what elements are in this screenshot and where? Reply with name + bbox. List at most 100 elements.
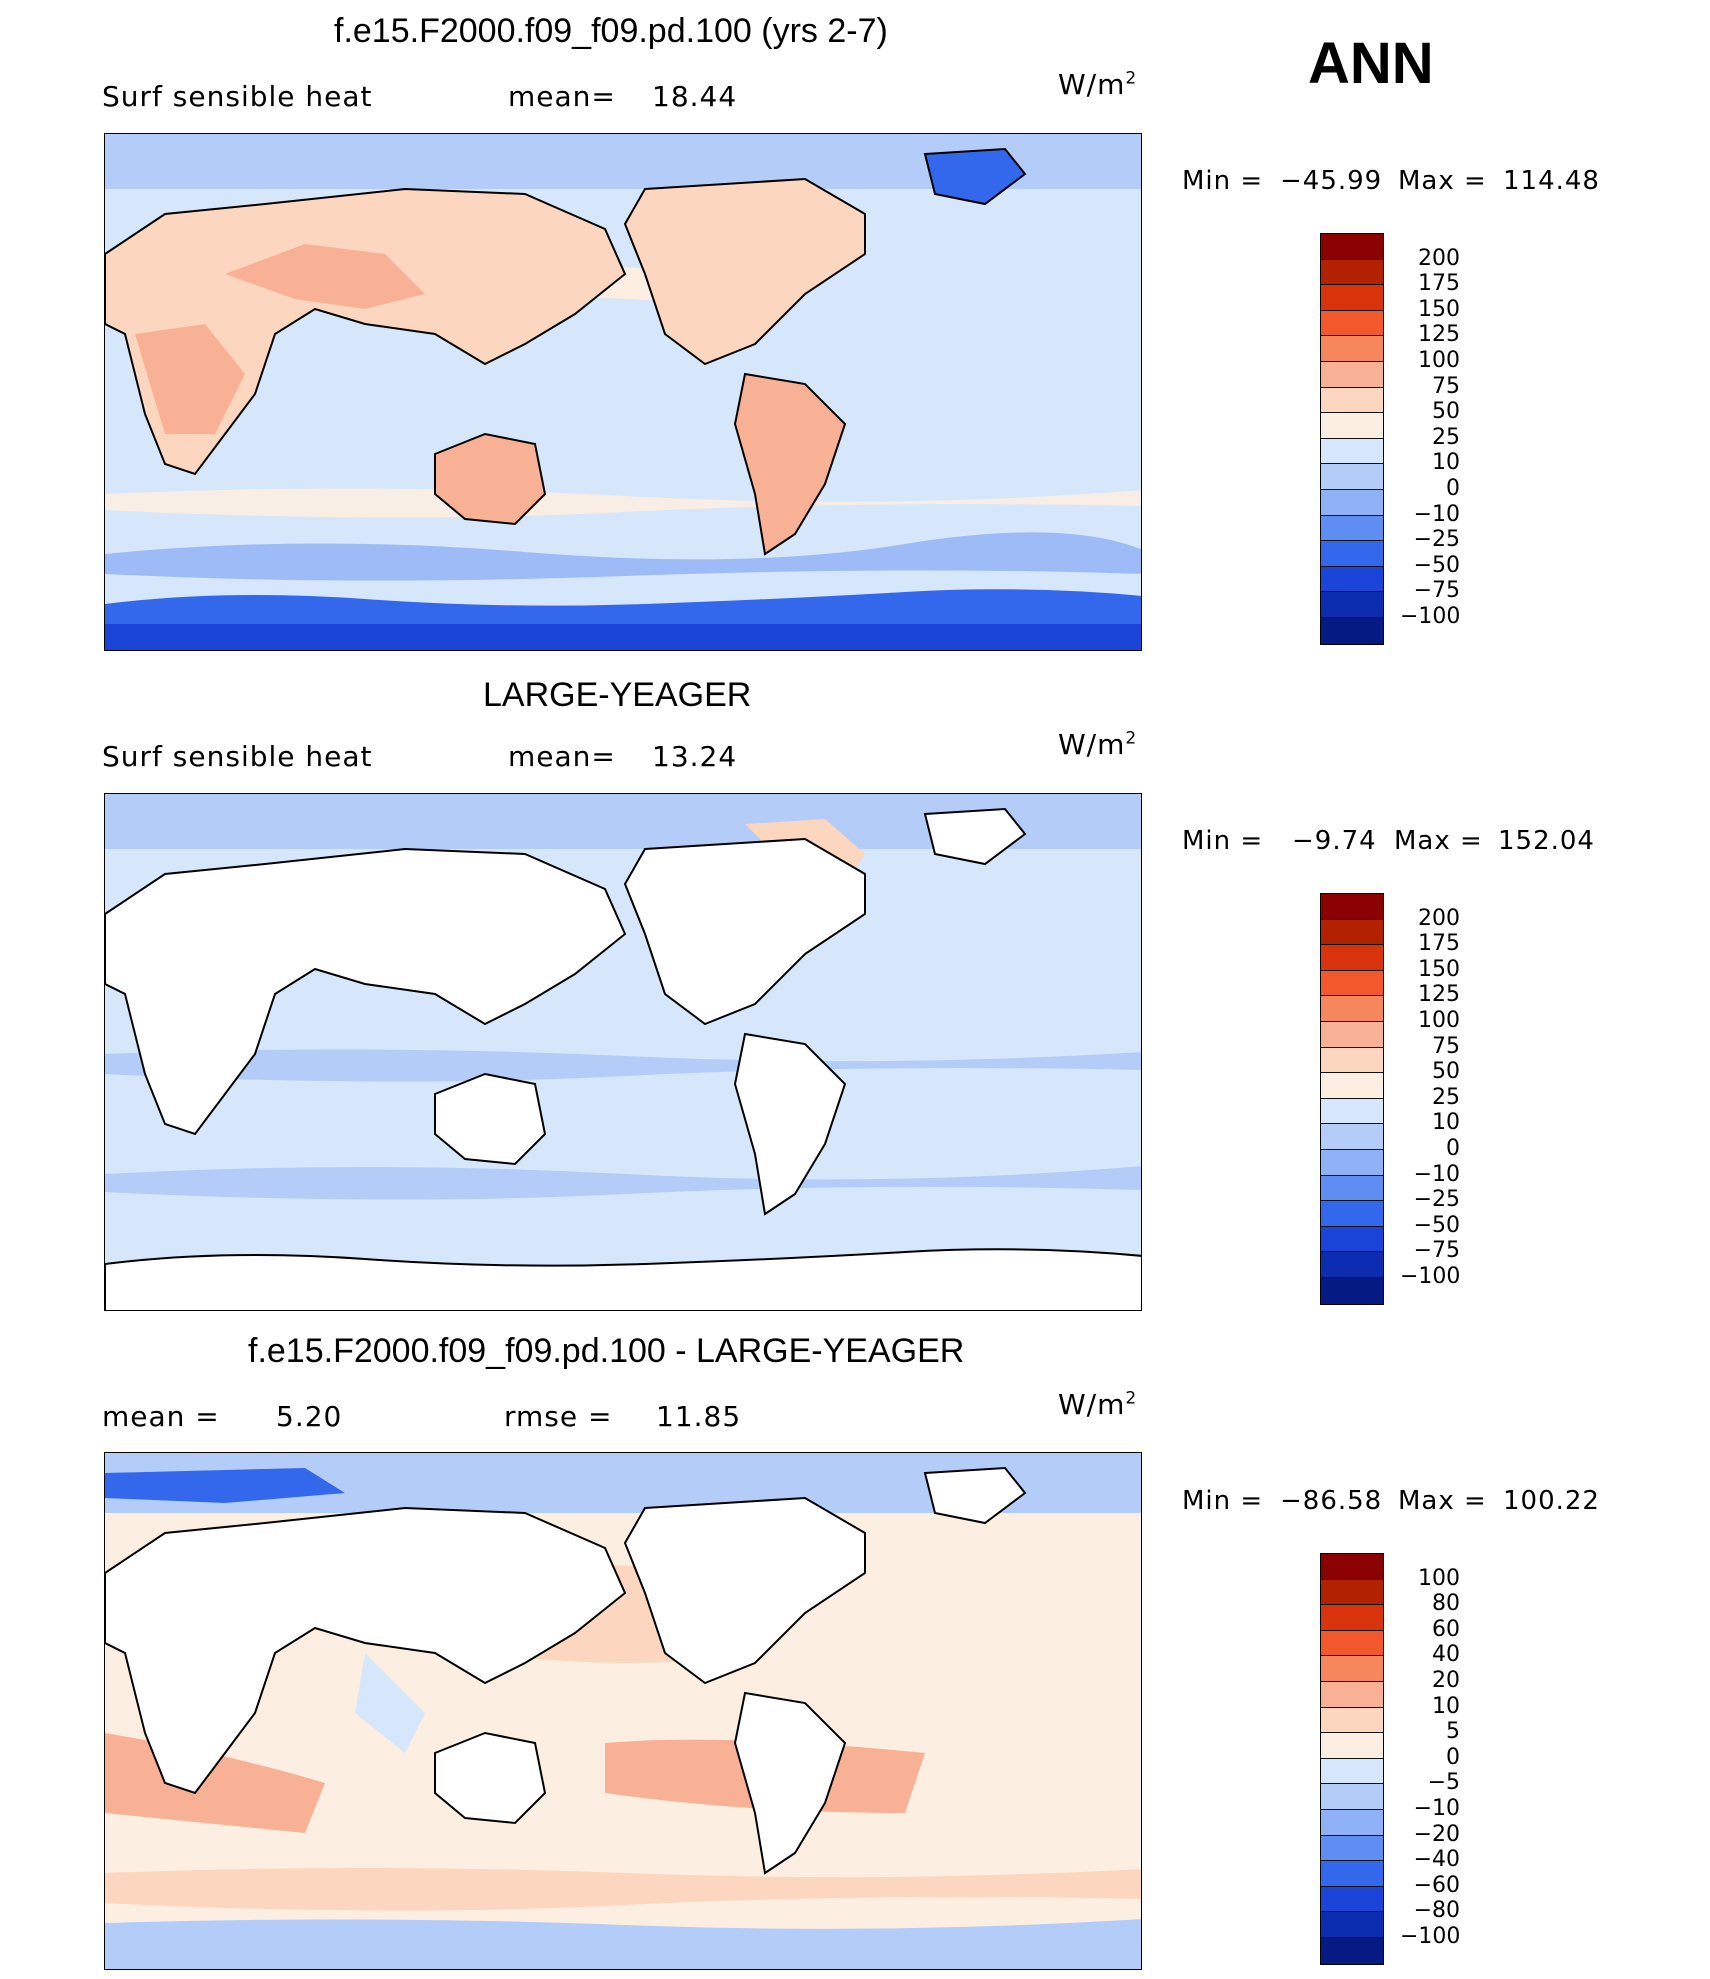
- panel-2-min-label: Min =: [1182, 826, 1264, 856]
- season-label: ANN: [1308, 31, 1434, 96]
- panel-2-colorbar: [1320, 893, 1384, 1305]
- colorbar-cell: [1321, 1149, 1383, 1176]
- colorbar-cell: [1321, 1252, 1383, 1278]
- colorbar-cell: [1321, 259, 1383, 286]
- panel-1-min-value: −45.99: [1280, 166, 1383, 196]
- colorbar-label: 175: [1418, 931, 1460, 957]
- colorbar-label: −40: [1413, 1847, 1460, 1873]
- africa-hot-region: [135, 324, 245, 434]
- colorbar-cell: [1321, 1047, 1383, 1074]
- panel-1-max-label: Max =: [1398, 166, 1487, 196]
- south-america-land: [733, 1691, 847, 1875]
- colorbar-label: −100: [1400, 1924, 1461, 1949]
- colorbar-label: 25: [1432, 424, 1460, 450]
- colorbar-cell: [1321, 970, 1383, 997]
- colorbar-cell: [1321, 1201, 1383, 1227]
- subtropical-band: [105, 488, 1141, 518]
- colorbar-cell: [1321, 1886, 1383, 1913]
- panel-3-max-label: Max =: [1398, 1486, 1487, 1516]
- tropical-band: [105, 1049, 1141, 1082]
- colorbar-label: 125: [1418, 322, 1460, 348]
- colorbar-cell: [1321, 1861, 1383, 1887]
- southern-band: [105, 1166, 1141, 1200]
- colorbar-cell: [1321, 489, 1383, 516]
- colorbar-label: −10: [1413, 501, 1460, 527]
- colorbar-label: −60: [1413, 1872, 1460, 1898]
- colorbar-cell: [1321, 566, 1383, 593]
- australia-land: [434, 1731, 547, 1825]
- panel-1-map: [104, 133, 1142, 651]
- colorbar-label: 75: [1432, 373, 1460, 399]
- eurasia-africa-land: [105, 187, 627, 476]
- colorbar-cell: [1321, 1912, 1383, 1938]
- colorbar-label: −50: [1413, 1212, 1460, 1238]
- north-america-land: [623, 1496, 866, 1685]
- panel-1-max-value: 114.48: [1503, 166, 1600, 196]
- colorbar-label: −100: [1400, 604, 1461, 629]
- colorbar-label: 50: [1432, 1059, 1460, 1085]
- colorbar-cell: [1321, 1226, 1383, 1253]
- colorbar-label: 0: [1446, 1744, 1460, 1770]
- colorbar-label: −75: [1413, 578, 1460, 604]
- south-america-land: [733, 372, 847, 556]
- colorbar-cell: [1321, 1630, 1383, 1657]
- colorbar-label: 200: [1418, 905, 1460, 931]
- colorbar-cell: [1321, 515, 1383, 542]
- colorbar-label: 100: [1418, 1565, 1460, 1591]
- southern-ocean-band: [105, 532, 1141, 581]
- panel-3-mean-label: mean =: [102, 1400, 220, 1433]
- panel-3-min-label: Min =: [1182, 1486, 1264, 1516]
- panel-1-mean-value: 18.44: [652, 80, 738, 113]
- panel-2-units-base: W/m: [1058, 728, 1126, 761]
- colorbar-cell: [1321, 285, 1383, 311]
- south-america-land: [733, 1032, 847, 1216]
- panel-3-units: W/m2: [1058, 1388, 1137, 1421]
- north-america-land: [623, 177, 866, 366]
- colorbar-label: −25: [1413, 527, 1460, 553]
- colorbar-label: 60: [1432, 1616, 1460, 1642]
- panel-1-units-base: W/m: [1058, 68, 1126, 101]
- colorbar-cell: [1321, 1175, 1383, 1202]
- panel-2-max-value: 152.04: [1498, 826, 1595, 856]
- colorbar-cell: [1321, 1937, 1383, 1964]
- colorbar-label: 10: [1432, 1110, 1460, 1136]
- colorbar-label: 50: [1432, 399, 1460, 425]
- colorbar-cell: [1321, 310, 1383, 337]
- asia-hot-region: [225, 244, 425, 309]
- colorbar-cell: [1321, 234, 1383, 260]
- panel-3-map-svg: [105, 1453, 1141, 1969]
- colorbar-label: 10: [1432, 450, 1460, 476]
- panel-2-max-label: Max =: [1394, 826, 1483, 856]
- colorbar-cell: [1321, 1073, 1383, 1099]
- colorbar-label: −50: [1413, 552, 1460, 578]
- colorbar-cell: [1321, 1098, 1383, 1125]
- colorbar-label: 150: [1418, 956, 1460, 982]
- colorbar-cell: [1321, 361, 1383, 388]
- colorbar-label: 200: [1418, 245, 1460, 271]
- panel-3-mean-value: 5.20: [276, 1400, 343, 1433]
- greenland-land: [923, 147, 1027, 206]
- colorbar-cell: [1321, 1758, 1383, 1785]
- colorbar-label: 10: [1432, 1693, 1460, 1719]
- southern-cold-band: [105, 1919, 1141, 1969]
- colorbar-label: 40: [1432, 1642, 1460, 1668]
- north-america-land: [623, 837, 866, 1026]
- colorbar-label: 100: [1418, 348, 1460, 373]
- colorbar-label: 125: [1418, 982, 1460, 1008]
- colorbar-cell: [1321, 1021, 1383, 1048]
- colorbar-label: −75: [1413, 1238, 1460, 1264]
- panel-2-title: LARGE-YEAGER: [483, 676, 752, 714]
- colorbar-label: −25: [1413, 1187, 1460, 1213]
- colorbar-label: 0: [1446, 476, 1460, 501]
- colorbar-cell: [1321, 945, 1383, 971]
- eurasia-africa-land: [105, 847, 627, 1136]
- colorbar-cell: [1321, 336, 1383, 362]
- colorbar-label: −100: [1400, 1264, 1461, 1289]
- colorbar-label: 100: [1418, 1008, 1460, 1033]
- panel-3-rmse-label: rmse =: [504, 1400, 613, 1433]
- panel-1-mean-label: mean=: [508, 80, 616, 113]
- colorbar-label: 80: [1432, 1591, 1460, 1617]
- eurasia-africa-land: [105, 1506, 627, 1795]
- colorbar-cell: [1321, 464, 1383, 490]
- panel-2-min-value: −9.74: [1292, 826, 1377, 856]
